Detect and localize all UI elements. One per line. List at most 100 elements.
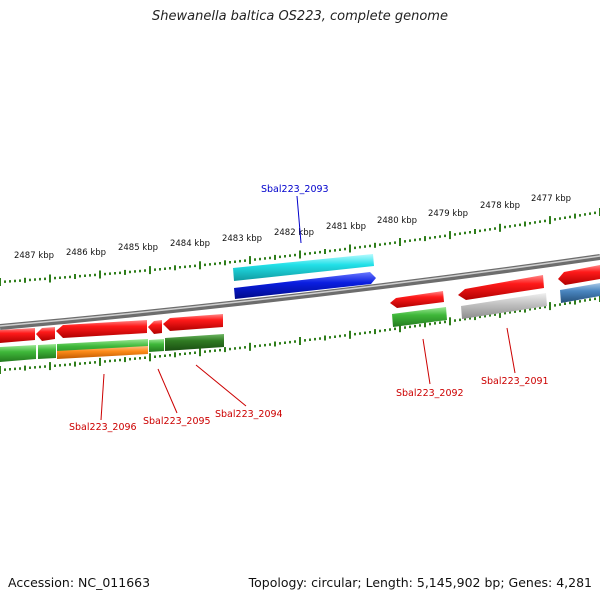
minor-tick [354,246,356,250]
minor-tick [354,332,356,336]
gene-edge-red-arrow[interactable] [558,265,600,285]
minor-tick [419,238,421,241]
minor-tick [369,244,371,248]
minor-tick [269,343,271,346]
minor-tick [129,270,131,274]
minor-tick [29,366,31,369]
gene-sbal223-2091-arrow[interactable] [458,275,544,300]
minor-tick [389,242,391,245]
scale-tick-label: 2484 kbp [170,239,210,249]
minor-tick [39,277,41,281]
major-tick [399,324,401,333]
minor-tick [179,353,181,356]
major-tick [499,223,501,232]
gene-feature-green-left[interactable] [0,345,36,362]
gene-feature-green-small[interactable] [38,344,56,359]
outer-scale-ticks [0,208,600,286]
minor-tick [279,255,281,259]
gene-sbal223-2095-arrow[interactable] [148,320,162,334]
gene-sbal223-2092-arrow[interactable] [390,291,444,308]
major-tick [299,250,301,259]
gene-label-sbal223-2091[interactable]: Sbal223_2091 [481,376,549,387]
minor-tick [529,308,531,311]
minor-tick [544,219,546,223]
minor-tick [429,236,431,240]
minor-tick [304,252,306,256]
minor-tick [254,345,256,348]
minor-tick [109,272,111,275]
minor-tick [79,274,81,278]
minor-tick [4,280,6,283]
minor-tick [244,346,246,349]
gene-sbal223-2094-arrow[interactable] [163,314,223,331]
scale-tick-label: 2483 kbp [222,234,262,244]
minor-tick [394,241,396,244]
minor-tick [194,264,196,268]
gene-feature-gray[interactable] [461,293,547,319]
gene-feature-orange-2096[interactable] [57,346,148,359]
minor-tick [544,305,546,309]
minor-tick [379,243,381,246]
minor-tick [174,265,176,271]
gene-label-sbal223-2095[interactable]: Sbal223_2095 [143,416,211,427]
minor-tick [4,368,6,371]
gene-feature-green[interactable] [392,307,447,327]
gene-label-sbal223-2093[interactable]: Sbal223_2093 [261,184,329,195]
gene-label-sbal223-2094[interactable]: Sbal223_2094 [215,409,283,420]
minor-tick [409,325,411,329]
minor-tick [519,223,521,227]
gene-left-group[interactable] [0,314,224,362]
inner-scale-ticks [0,294,600,374]
minor-tick [284,255,286,258]
minor-tick [584,299,586,302]
scale-tick-label: 2487 kbp [14,251,54,261]
gene-small-red-arrow[interactable] [36,327,55,341]
minor-tick [579,214,581,217]
gene-sbal223-2092-group[interactable] [390,291,447,327]
gene-sbal223-2091-group[interactable] [458,275,547,319]
minor-tick [159,355,161,358]
minor-tick [339,248,341,251]
minor-tick [574,213,576,219]
scale-tick-label: 2482 kbp [274,228,314,238]
minor-tick [559,303,561,306]
gene-feature-green-2095[interactable] [149,339,164,352]
minor-tick [524,221,526,227]
gene-sbal223-2093-arrow[interactable] [234,272,376,299]
gene-edge-steel-feature[interactable] [560,283,600,303]
gene-sbal223-2093-track[interactable] [233,254,376,299]
minor-tick [439,321,441,324]
minor-tick [39,365,41,369]
minor-tick [534,307,536,310]
minor-tick [219,348,221,352]
minor-tick [479,315,481,319]
minor-tick [284,341,286,344]
minor-tick [119,271,121,275]
minor-tick [314,337,316,341]
minor-tick [264,343,266,347]
minor-tick [374,329,376,335]
minor-tick [324,335,326,341]
gene-feature-green-2094[interactable] [165,334,224,351]
gene-right-edge-group[interactable] [558,265,600,303]
gene-label-sbal223-2096[interactable]: Sbal223_2096 [69,422,137,433]
gene-sbal223-2096-arrow[interactable] [56,320,147,338]
label-leader-lines [100,195,516,421]
minor-tick [314,251,316,254]
gene-label-sbal223-2092[interactable]: Sbal223_2092 [396,388,464,399]
topology-text: Topology: circular; Length: 5,145,902 bp… [248,575,592,590]
gene-feature-cyan[interactable] [233,254,374,281]
minor-tick [594,297,596,301]
scale-tick-label: 2477 kbp [531,194,571,204]
minor-tick [14,367,16,371]
major-tick [99,357,101,366]
gene-left-edge-red[interactable] [0,328,35,343]
minor-tick [594,211,596,215]
major-tick [549,216,551,225]
minor-tick [424,322,426,328]
minor-tick [344,247,346,251]
minor-tick [504,225,506,229]
major-tick [499,309,501,318]
minor-tick [139,269,141,273]
major-tick [249,342,251,351]
